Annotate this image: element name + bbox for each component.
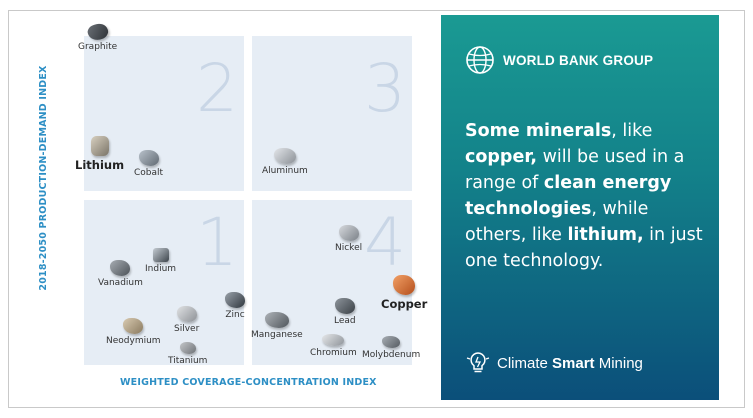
lead-label: Lead [334,316,356,326]
chromium-rock [322,334,345,346]
lithium-rock [90,136,109,156]
cobalt-label: Cobalt [134,168,164,178]
quadrant-4-number: 4 [364,204,406,281]
cobalt-rock [138,150,159,166]
chromium-label: Chromium [310,348,357,358]
lithium-label: Lithium [75,158,125,172]
mineral-zinc: Zinc [225,292,245,320]
vanadium-rock [110,260,131,276]
nickel-label: Nickel [335,243,363,253]
molybdenum-label: Molybdenum [362,350,421,360]
vanadium-label: Vanadium [98,278,143,288]
quote-part-4: will be used in a range of [465,147,685,193]
graphite-label: Graphite [78,42,118,52]
titanium-label: Titanium [168,356,208,366]
lightbulb-icon [466,352,490,373]
zinc-rock [225,292,245,308]
climate-smart-mining-logo: Climate Smart Mining [465,350,643,376]
aluminum-label: Aluminum [262,166,308,176]
quadrant-1-number: 1 [196,204,238,281]
org-name: WORLD BANK GROUP [503,52,654,68]
mineral-neodymium: Neodymium [106,318,161,346]
footer-brand-pre: Climate [497,354,553,372]
graphite-rock [85,21,110,43]
globe-icon [466,46,494,74]
y-axis-label: 2018-2050 PRODUCTION-DEMAND INDEX [38,65,49,291]
quadrant-chart: 2 3 1 4 [30,30,425,372]
mineral-manganese: Manganese [251,312,303,340]
world-bank-logo: WORLD BANK GROUP [465,45,653,75]
quote-part-3: copper, [465,147,538,167]
mineral-vanadium: Vanadium [98,260,143,288]
mineral-silver: Silver [174,306,199,334]
quadrant-3: 3 [252,36,412,191]
mineral-indium: Indium [145,248,176,274]
neodymium-rock [123,318,144,334]
headline-quote: Some minerals, like copper, will be used… [465,118,715,274]
quadrant-2: 2 [84,36,244,191]
quote-part-1: Some minerals [465,121,612,141]
quote-part-2: , like [611,121,653,141]
titanium-rock [179,342,196,354]
indium-label: Indium [145,264,177,274]
copper-label: Copper [381,297,428,311]
mineral-lithium: Lithium [75,136,124,172]
mineral-titanium: Titanium [168,342,207,366]
quadrant-1: 1 [84,200,244,365]
quadrant-2-number: 2 [196,50,238,127]
nickel-rock [338,225,359,241]
quote-part-8: in just one technology. [465,225,703,271]
silver-rock [176,306,197,322]
mineral-graphite: Graphite [78,21,118,52]
silver-label: Silver [174,324,200,334]
manganese-rock [264,312,289,328]
footer-brand-bold: Smart [552,354,595,372]
mineral-aluminum: Aluminum [262,148,308,176]
indium-rock [152,248,169,262]
molybdenum-rock [382,336,401,348]
x-axis-label: WEIGHTED COVERAGE-CONCENTRATION INDEX [120,377,377,388]
aluminum-rock [273,148,296,164]
mineral-molybdenum: Molybdenum [362,336,420,360]
mineral-copper: Copper [381,275,427,311]
manganese-label: Manganese [251,330,303,340]
message-panel: WORLD BANK GROUP Some minerals, like cop… [441,15,719,400]
mineral-nickel: Nickel [335,225,362,253]
zinc-label: Zinc [225,310,245,320]
footer-brand-post: Mining [594,354,643,372]
lead-rock [334,298,355,314]
quadrant-3-number: 3 [364,50,406,127]
quote-part-7: lithium, [567,225,644,245]
mineral-cobalt: Cobalt [134,150,163,178]
copper-rock [393,275,416,295]
neodymium-label: Neodymium [106,336,161,346]
quote-part-6: , while others, like [465,199,649,245]
mineral-chromium: Chromium [310,334,357,358]
quote-part-5: clean energy technologies [465,173,672,219]
mineral-lead: Lead [334,298,356,326]
footer-brand: Climate Smart Mining [497,355,643,372]
